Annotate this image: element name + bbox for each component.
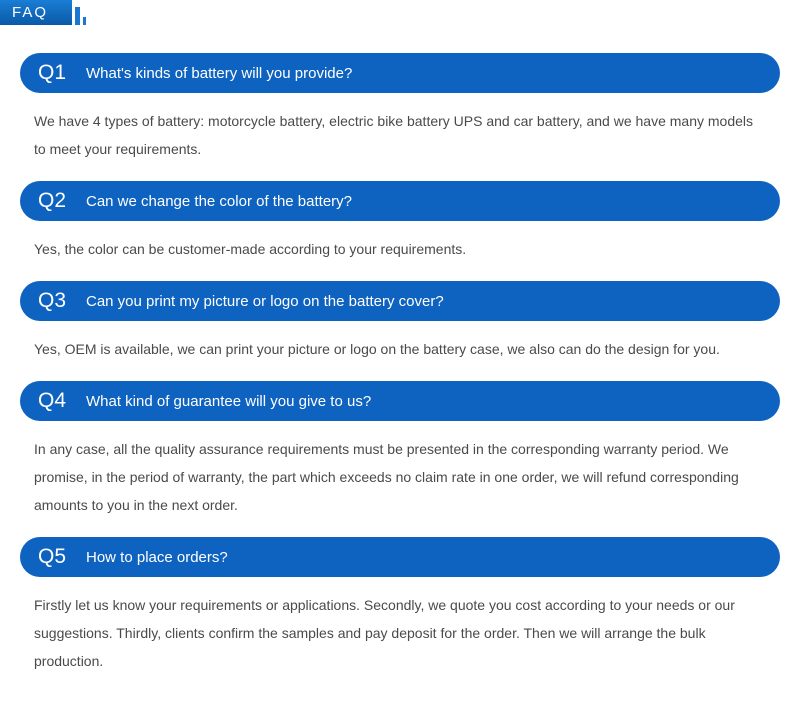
question-bar: Q1 What's kinds of battery will you prov…: [20, 53, 780, 93]
header-row: FAQ: [0, 0, 800, 25]
question-bar: Q3 Can you print my picture or logo on t…: [20, 281, 780, 321]
faq-item: Q2 Can we change the color of the batter…: [20, 181, 780, 271]
question-label: Q3: [38, 289, 70, 313]
answer-text: Firstly let us know your requirements or…: [20, 577, 780, 683]
answer-text: In any case, all the quality assurance r…: [20, 421, 780, 527]
question-label: Q4: [38, 389, 70, 413]
answer-text: We have 4 types of battery: motorcycle b…: [20, 93, 780, 171]
faq-item: Q1 What's kinds of battery will you prov…: [20, 53, 780, 171]
faq-item: Q4 What kind of guarantee will you give …: [20, 381, 780, 527]
question-text: How to place orders?: [86, 549, 228, 566]
question-bar: Q4 What kind of guarantee will you give …: [20, 381, 780, 421]
question-label: Q1: [38, 61, 70, 85]
faq-item: Q5 How to place orders? Firstly let us k…: [20, 537, 780, 683]
faq-container: Q1 What's kinds of battery will you prov…: [0, 53, 800, 683]
faq-title: FAQ: [12, 4, 48, 21]
faq-item: Q3 Can you print my picture or logo on t…: [20, 281, 780, 371]
question-bar: Q5 How to place orders?: [20, 537, 780, 577]
answer-text: Yes, OEM is available, we can print your…: [20, 321, 780, 371]
question-label: Q5: [38, 545, 70, 569]
accent-bar-1: [75, 7, 80, 25]
question-text: What kind of guarantee will you give to …: [86, 393, 371, 410]
question-label: Q2: [38, 189, 70, 213]
answer-text: Yes, the color can be customer-made acco…: [20, 221, 780, 271]
faq-header-tab: FAQ: [0, 0, 72, 25]
header-accent-bars: [75, 3, 86, 25]
question-bar: Q2 Can we change the color of the batter…: [20, 181, 780, 221]
accent-bar-2: [83, 17, 86, 25]
question-text: Can we change the color of the battery?: [86, 193, 352, 210]
question-text: Can you print my picture or logo on the …: [86, 293, 444, 310]
question-text: What's kinds of battery will you provide…: [86, 65, 352, 82]
